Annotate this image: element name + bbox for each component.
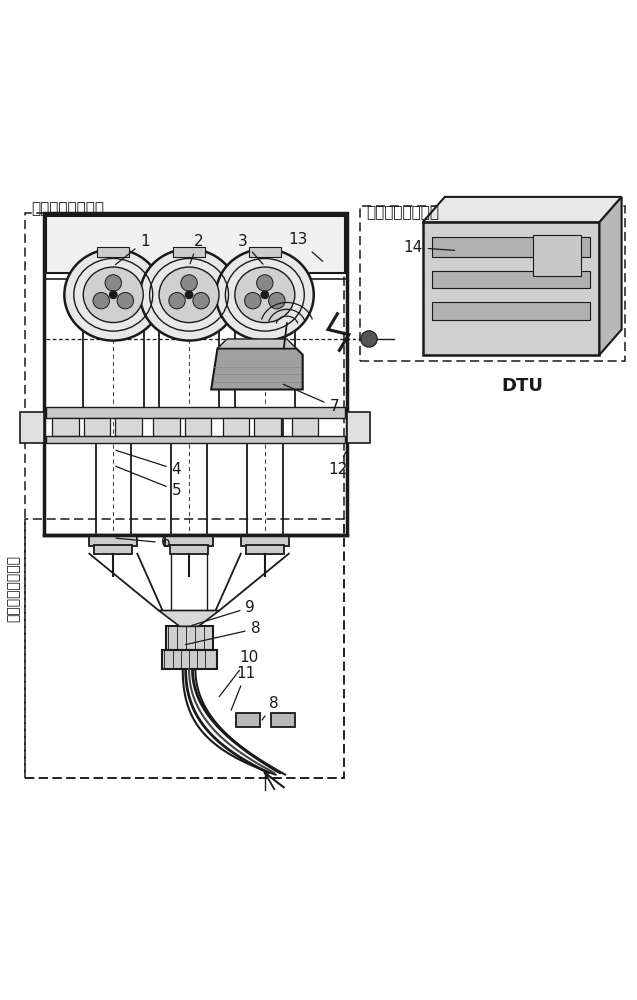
Circle shape <box>245 292 261 309</box>
Polygon shape <box>347 412 370 443</box>
Text: 7: 7 <box>283 384 339 414</box>
Polygon shape <box>97 247 129 257</box>
Ellipse shape <box>83 267 143 323</box>
Ellipse shape <box>235 267 295 323</box>
Polygon shape <box>46 436 345 443</box>
Polygon shape <box>162 650 217 669</box>
Circle shape <box>117 292 134 309</box>
Polygon shape <box>292 418 318 436</box>
Circle shape <box>105 275 122 291</box>
Text: 12: 12 <box>328 452 347 477</box>
Ellipse shape <box>140 249 238 341</box>
Text: 8: 8 <box>185 621 260 645</box>
Text: 温度异常监测单元: 温度异常监测单元 <box>366 205 439 220</box>
Polygon shape <box>236 713 261 727</box>
Polygon shape <box>166 626 213 650</box>
Polygon shape <box>94 545 132 554</box>
Text: 14: 14 <box>404 240 455 255</box>
Text: 5: 5 <box>116 466 182 498</box>
Polygon shape <box>115 418 141 436</box>
Text: 8: 8 <box>262 696 279 720</box>
Text: 3: 3 <box>238 234 263 264</box>
Polygon shape <box>533 235 580 276</box>
Circle shape <box>257 275 273 291</box>
Polygon shape <box>246 545 283 554</box>
Polygon shape <box>89 535 138 546</box>
Polygon shape <box>211 348 303 389</box>
Circle shape <box>261 290 269 299</box>
Polygon shape <box>432 237 590 257</box>
Circle shape <box>361 331 377 347</box>
Ellipse shape <box>159 267 219 323</box>
Circle shape <box>93 292 110 309</box>
Ellipse shape <box>216 249 314 341</box>
Polygon shape <box>46 407 345 418</box>
Text: 4: 4 <box>116 450 182 477</box>
Text: 9: 9 <box>192 600 255 625</box>
Text: 6: 6 <box>116 535 171 550</box>
Polygon shape <box>165 535 213 546</box>
Ellipse shape <box>64 249 162 341</box>
Polygon shape <box>217 339 296 348</box>
Polygon shape <box>185 418 211 436</box>
Text: 1: 1 <box>115 234 150 265</box>
Text: 13: 13 <box>289 232 323 261</box>
Circle shape <box>109 290 118 299</box>
Circle shape <box>269 292 285 309</box>
Polygon shape <box>46 216 345 273</box>
Polygon shape <box>222 418 249 436</box>
Polygon shape <box>159 611 219 626</box>
Polygon shape <box>153 418 180 436</box>
Circle shape <box>169 292 185 309</box>
Text: DTU: DTU <box>501 377 543 395</box>
Polygon shape <box>170 545 208 554</box>
Polygon shape <box>52 418 78 436</box>
Polygon shape <box>271 713 295 727</box>
Polygon shape <box>249 247 281 257</box>
Polygon shape <box>241 535 289 546</box>
Polygon shape <box>423 197 622 222</box>
Text: 10: 10 <box>219 650 259 697</box>
Polygon shape <box>432 302 590 320</box>
Circle shape <box>193 292 210 309</box>
Text: 机械应力改善单元: 机械应力改善单元 <box>6 555 20 622</box>
Text: 2: 2 <box>190 234 203 264</box>
Polygon shape <box>254 418 281 436</box>
Polygon shape <box>83 418 110 436</box>
Polygon shape <box>423 222 599 355</box>
Text: 电气连接改善单元: 电气连接改善单元 <box>31 201 104 216</box>
Text: 11: 11 <box>231 666 255 710</box>
Polygon shape <box>173 247 205 257</box>
Polygon shape <box>20 412 44 443</box>
Circle shape <box>185 290 194 299</box>
Circle shape <box>181 275 197 291</box>
Polygon shape <box>432 271 590 288</box>
Polygon shape <box>599 197 622 355</box>
